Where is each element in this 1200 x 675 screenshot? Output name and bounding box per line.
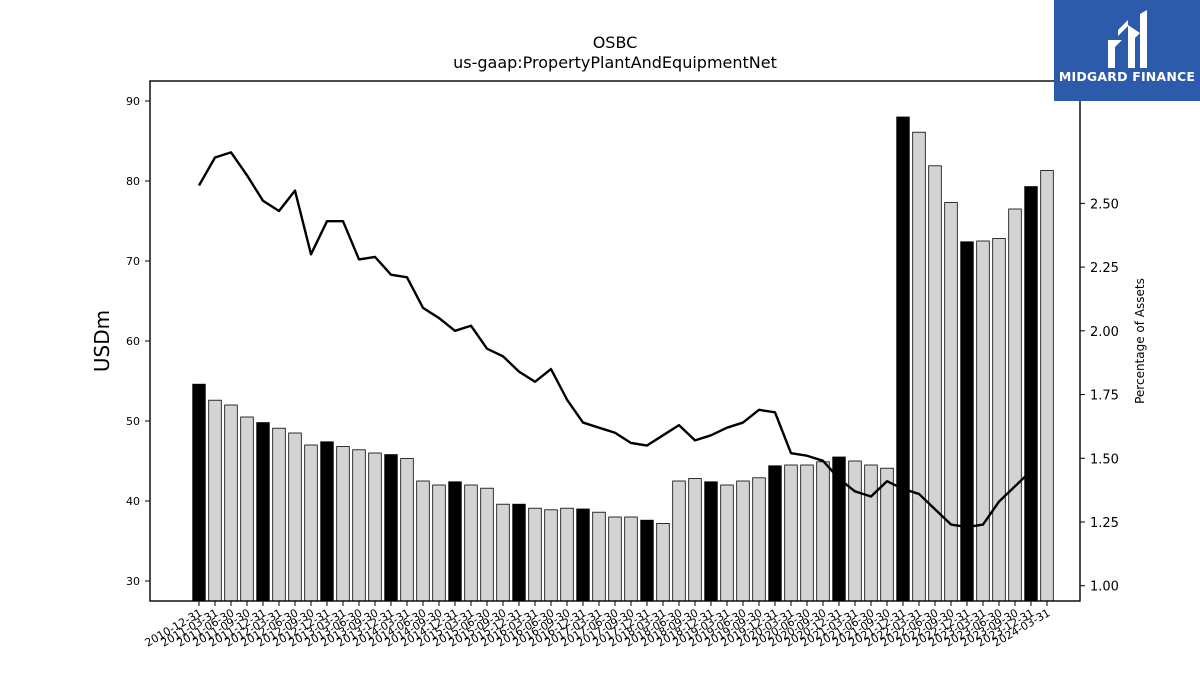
bar [384, 454, 398, 602]
bar [336, 446, 350, 602]
y2-axis-label: Percentage of Assets [1133, 278, 1147, 404]
bar [720, 484, 734, 602]
bar [864, 464, 878, 602]
bar [992, 238, 1006, 602]
logo-text: MIDGARD FINANCE [1058, 69, 1196, 84]
bar [800, 464, 814, 602]
y2-tick-label: 2.25 [1090, 261, 1119, 276]
bar [400, 458, 414, 602]
percentage-line [197, 151, 1032, 529]
bar [560, 507, 574, 602]
y2-tick-label: 1.25 [1090, 516, 1119, 531]
y2-tick-label: 1.50 [1090, 452, 1119, 467]
chart-title: OSBC [592, 33, 638, 52]
bar [816, 461, 830, 602]
bar [976, 240, 990, 602]
bar [224, 404, 238, 602]
bar [848, 460, 862, 602]
bar [656, 523, 670, 602]
bar [464, 484, 478, 602]
bar [960, 241, 974, 602]
bar [896, 116, 910, 602]
bar [256, 422, 270, 602]
bar [1008, 208, 1022, 602]
chart-subtitle: us-gaap:PropertyPlantAndEquipmentNet [453, 53, 777, 72]
bar [192, 383, 206, 602]
y-tick-label: 70 [126, 255, 140, 268]
bar [544, 509, 558, 602]
bar [880, 467, 894, 602]
bar [368, 452, 382, 602]
bar [704, 481, 718, 602]
bar [928, 165, 942, 602]
y2-tick-label: 1.75 [1090, 389, 1119, 404]
logo-mark-icon [1108, 10, 1147, 68]
bar [208, 399, 222, 602]
bar [1040, 170, 1054, 602]
y-tick-label: 60 [126, 335, 140, 348]
bar [624, 516, 638, 602]
bar [736, 480, 750, 602]
bar [272, 427, 286, 602]
bar [752, 477, 766, 602]
bar [1024, 186, 1038, 602]
bar [672, 480, 686, 602]
bar [528, 507, 542, 602]
bar [912, 131, 926, 602]
bar [640, 519, 654, 602]
bar [480, 487, 494, 602]
midgard-finance-logo: MIDGARD FINANCE [1054, 0, 1200, 101]
bar [592, 511, 606, 602]
y-axis-label: USDm [90, 310, 114, 372]
bar [768, 465, 782, 602]
bar [944, 202, 958, 602]
y2-tick-label: 2.50 [1090, 197, 1119, 212]
y-tick-label: 90 [126, 95, 140, 108]
bar [320, 441, 334, 602]
bar [240, 416, 254, 602]
y-tick-label: 80 [126, 175, 140, 188]
bar [288, 432, 302, 602]
bar [784, 464, 798, 602]
y2-tick-label: 2.00 [1090, 325, 1119, 340]
bar [432, 484, 446, 602]
bar [304, 444, 318, 602]
bar [416, 480, 430, 602]
y-tick-label: 50 [126, 415, 140, 428]
bar [576, 508, 590, 602]
bar [688, 478, 702, 602]
bar [352, 449, 366, 602]
bar [512, 503, 526, 602]
y2-tick-label: 1.00 [1090, 580, 1119, 595]
bar [496, 503, 510, 602]
bar [608, 516, 622, 602]
y-tick-label: 40 [126, 495, 140, 508]
bar [448, 481, 462, 602]
y-tick-label: 30 [126, 575, 140, 588]
